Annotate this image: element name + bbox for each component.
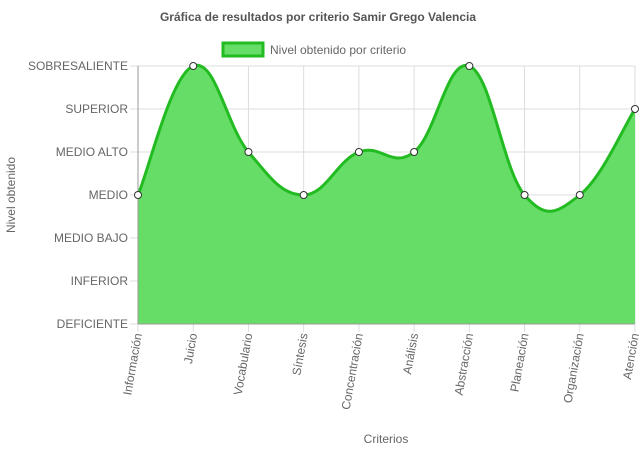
- series-points: [134, 62, 639, 199]
- x-tick-labels: Información Juicio Vocabulario Síntesis Conc…: [120, 332, 639, 411]
- y-tick-label: DEFICIENTE: [57, 317, 128, 331]
- x-tick-label: Vocabulario: [231, 332, 256, 397]
- y-tick-labels: DEFICIENTE INFERIOR MEDIO BAJO MEDIO MEDIO A…: [28, 59, 128, 331]
- data-point-Vocabulario[interactable]: [244, 148, 253, 156]
- data-point-Juicio[interactable]: [189, 62, 198, 70]
- legend-label: Nivel obtenido por criterio: [270, 43, 406, 57]
- data-point-Análisis[interactable]: [410, 148, 419, 156]
- data-point-Planeación[interactable]: [520, 191, 529, 199]
- x-tick-label: Síntesis: [289, 332, 310, 376]
- x-tick-label: Planeación: [507, 332, 531, 393]
- y-tick-label: SUPERIOR: [65, 102, 128, 116]
- y-axis-title: Nivel obtenido: [4, 157, 18, 233]
- x-tick-label: Abstracción: [452, 332, 477, 396]
- y-tick-label: MEDIO: [89, 188, 128, 202]
- data-point-Concentración[interactable]: [354, 148, 363, 156]
- data-point-Abstracción[interactable]: [465, 62, 474, 70]
- legend[interactable]: Nivel obtenido por criterio: [221, 41, 406, 58]
- y-tick-label: INFERIOR: [71, 274, 129, 288]
- x-tick-label: Información: [120, 332, 145, 396]
- data-point-Síntesis[interactable]: [299, 191, 308, 199]
- y-tick-label: MEDIO BAJO: [54, 231, 128, 245]
- series-area: [136, 63, 637, 324]
- x-tick-label: Juicio: [181, 332, 200, 365]
- data-point-Organización[interactable]: [575, 191, 584, 199]
- x-tick-label: Organización: [561, 332, 587, 404]
- y-tick-label: MEDIO ALTO: [56, 145, 128, 159]
- data-point-Atención[interactable]: [631, 105, 639, 113]
- x-axis-title: Criterios: [364, 432, 409, 446]
- series-line: [136, 63, 637, 213]
- x-tick-label: Análisis: [400, 332, 421, 375]
- area-fill: [138, 65, 635, 324]
- y-tick-label: SOBRESALIENTE: [28, 59, 128, 73]
- x-tick-label: Concentración: [339, 332, 366, 411]
- data-point-Información[interactable]: [134, 191, 142, 199]
- chart-title: Gráfica de resultados por criterio Samir…: [160, 10, 476, 24]
- legend-swatch: [221, 41, 265, 58]
- x-tick-label: Atención: [620, 332, 639, 380]
